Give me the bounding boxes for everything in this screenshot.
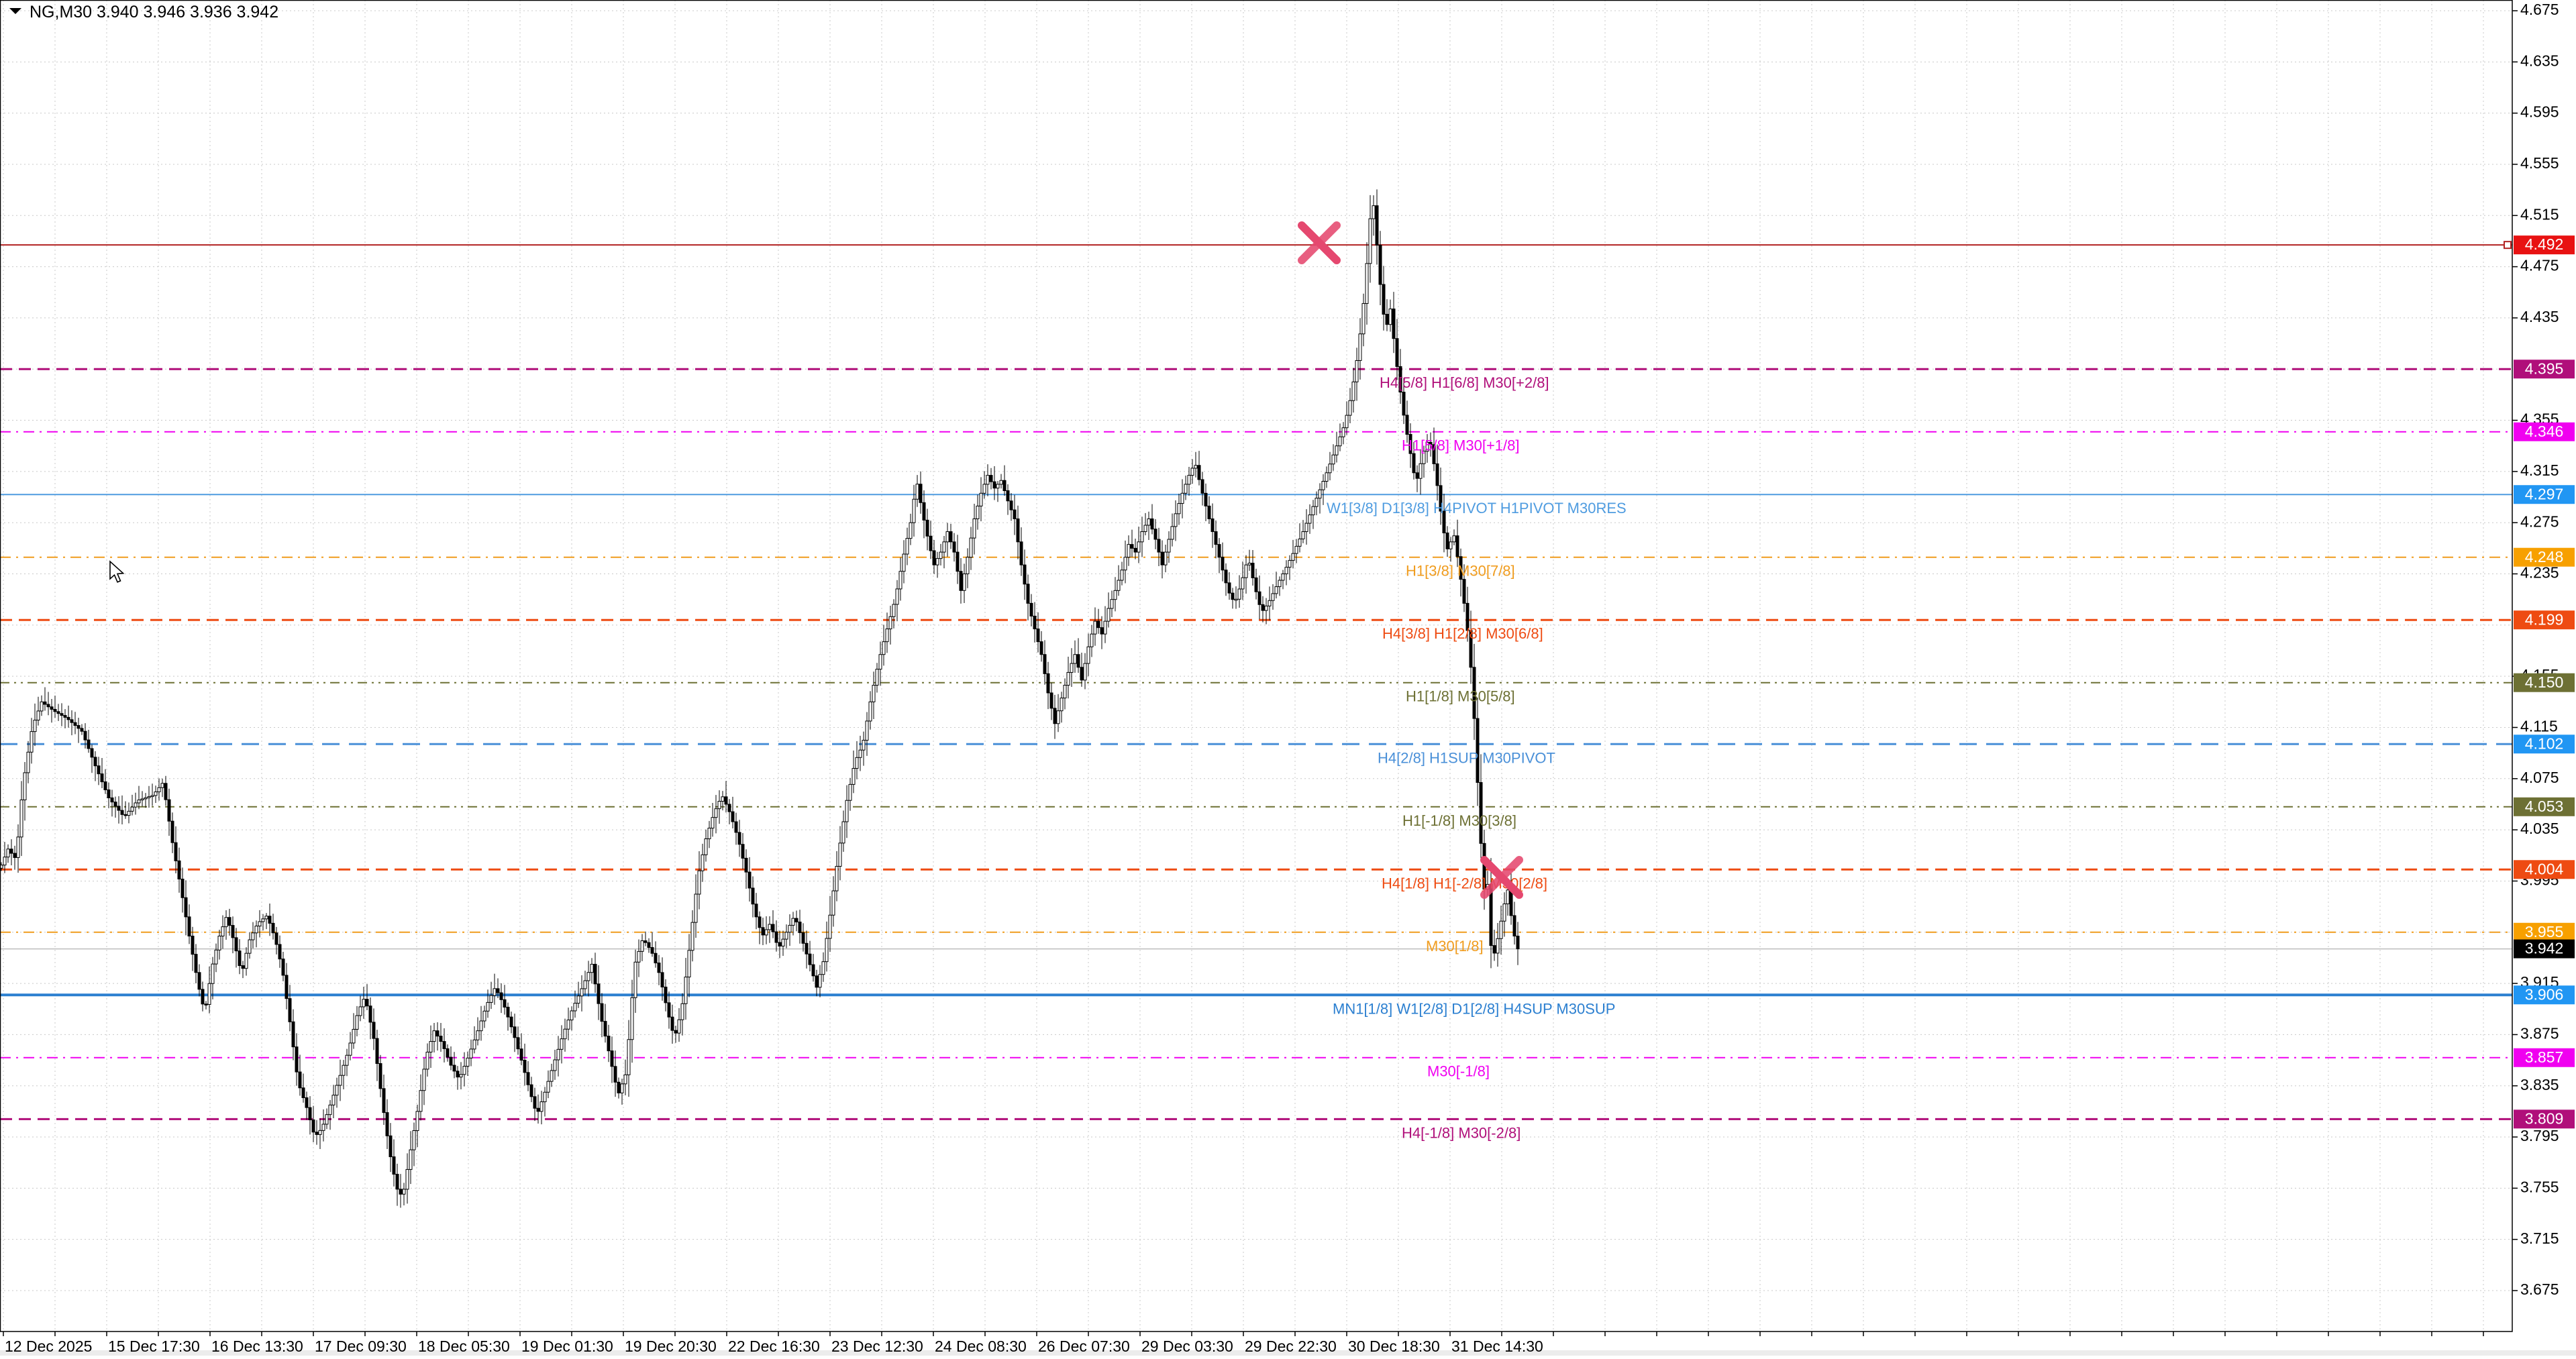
level-label-murrey-2-8[interactable]: H4[1/8] H1[-2/8] M30[2/8] <box>1382 875 1547 891</box>
level-lines-layer <box>0 241 2512 1120</box>
price-badge-label: 3.809 <box>2525 1109 2564 1127</box>
price-badge-murrey-6-8 <box>2514 610 2575 630</box>
plot-border <box>0 0 2513 1332</box>
symbol-dropdown-icon[interactable] <box>9 8 21 14</box>
time-tick-label: 15 Dec 17:30 <box>108 1338 200 1355</box>
price-badge-murrey-1-8 <box>2514 922 2575 942</box>
time-tick-label: 24 Dec 08:30 <box>935 1338 1027 1355</box>
price-tick-label: 4.115 <box>2520 718 2558 735</box>
price-badge-murrey-pivot <box>2514 735 2575 754</box>
time-tick-label: 26 Dec 07:30 <box>1038 1338 1130 1355</box>
price-badge-label: 4.053 <box>2525 798 2564 815</box>
candles <box>0 189 1520 1208</box>
current-price-badge-label: 3.942 <box>2525 940 2564 957</box>
level-line-endpoint[interactable] <box>2504 241 2512 250</box>
price-badge-murrey-7-8 <box>2514 547 2575 567</box>
price-tick-label: 3.795 <box>2520 1127 2559 1144</box>
price-badge-label: 4.004 <box>2525 860 2564 877</box>
level-label-pivot-resistance[interactable]: W1[3/8] D1[3/8] H4PIVOT H1PIVOT M30RES <box>1327 500 1627 517</box>
price-tick-label: 3.875 <box>2520 1024 2559 1042</box>
time-tick-label: 16 Dec 13:30 <box>211 1338 303 1355</box>
price-tick-label: 4.275 <box>2520 512 2559 530</box>
window-bottom-strip <box>0 1350 2576 1356</box>
price-badge-label: 4.492 <box>2525 235 2564 253</box>
price-tick-label: 3.835 <box>2520 1076 2559 1093</box>
price-tick-label: 3.755 <box>2520 1178 2559 1195</box>
time-tick-label: 22 Dec 16:30 <box>728 1338 820 1355</box>
price-badge-label: 4.199 <box>2525 610 2564 628</box>
time-tick-label: 23 Dec 12:30 <box>831 1338 923 1355</box>
level-label-murrey-pivot[interactable]: H4[2/8] H1SUP M30PIVOT <box>1378 749 1555 766</box>
price-badge-label: 4.395 <box>2525 360 2564 377</box>
price-tick-label: 4.595 <box>2520 103 2559 121</box>
sell-cross-marker-bottom[interactable] <box>1480 856 1523 899</box>
time-tick-label: 17 Dec 09:30 <box>315 1338 407 1355</box>
price-badge-label: 4.346 <box>2525 423 2564 440</box>
price-badge-murrey-minus-1-8 <box>2514 1048 2575 1067</box>
mouse-cursor <box>109 560 125 583</box>
time-tick-label: 31 Dec 14:30 <box>1451 1338 1543 1355</box>
price-badge-murrey-3-8 <box>2514 797 2575 816</box>
level-label-murrey-plus-1-8[interactable]: H1[5/8] M30[+1/8] <box>1402 437 1520 454</box>
price-axis[interactable]: 4.6754.6354.5954.5554.5154.4754.4354.355… <box>2512 1 2575 1298</box>
price-tick-label: 4.435 <box>2520 308 2559 325</box>
grid <box>0 0 2512 1331</box>
time-tick-label: 29 Dec 03:30 <box>1141 1338 1233 1355</box>
price-tick-label: 4.475 <box>2520 257 2559 274</box>
price-badge-label: 4.102 <box>2525 735 2564 752</box>
price-badge-murrey-minus-2-8 <box>2514 1109 2575 1129</box>
price-badge-label: 4.150 <box>2525 673 2564 691</box>
level-label-murrey-5-8[interactable]: H1[1/8] M30[5/8] <box>1406 688 1515 705</box>
level-label-murrey-minus-1-8[interactable]: M30[-1/8] <box>1427 1063 1490 1080</box>
price-badge-murrey-plus-1-8 <box>2514 422 2575 441</box>
price-badge-pivot-resistance <box>2514 485 2575 504</box>
price-badge-label: 4.248 <box>2525 548 2564 565</box>
level-label-murrey-7-8[interactable]: H1[3/8] M30[7/8] <box>1406 563 1515 580</box>
level-label-murrey-minus-2-8[interactable]: H4[-1/8] M30[-2/8] <box>1402 1124 1521 1141</box>
price-badge-murrey-2-8 <box>2514 860 2575 879</box>
time-tick-label: 18 Dec 05:30 <box>418 1338 510 1355</box>
price-badge-murrey-plus-2-8 <box>2514 360 2575 379</box>
price-tick-label: 4.635 <box>2520 52 2559 69</box>
current-price-badge <box>2514 939 2575 959</box>
price-tick-label: 3.675 <box>2520 1281 2559 1298</box>
level-labels-layer: H4[5/8] H1[6/8] M30[+2/8] H1[5/8] M30[+1/… <box>1327 374 1627 1141</box>
symbol-ohlc-readout: NG,M30 3.940 3.946 3.936 3.942 <box>30 3 278 21</box>
time-tick-label: 19 Dec 01:30 <box>521 1338 613 1355</box>
price-tick-label: 4.075 <box>2520 769 2559 786</box>
price-badge-support-line <box>2514 985 2575 1005</box>
level-label-murrey-1-8[interactable]: M30[1/8] <box>1426 938 1484 955</box>
price-tick-label: 3.715 <box>2520 1230 2559 1247</box>
price-tick-label: 4.675 <box>2520 1 2559 18</box>
price-badge-label: 3.857 <box>2525 1048 2564 1066</box>
price-tick-label: 4.515 <box>2520 205 2559 223</box>
price-tick-label: 4.555 <box>2520 154 2559 172</box>
time-tick-label: 12 Dec 2025 <box>5 1338 92 1355</box>
time-axis[interactable]: 12 Dec 2025 15 Dec 17:30 16 Dec 13:30 17 De… <box>0 1331 2576 1356</box>
price-tick-label: 4.035 <box>2520 820 2559 837</box>
level-label-murrey-6-8[interactable]: H4[3/8] H1[2/8] M30[6/8] <box>1382 625 1543 642</box>
price-badge-label: 3.955 <box>2525 923 2564 940</box>
price-badge-label: 4.297 <box>2525 485 2564 502</box>
level-label-support-line[interactable]: MN1[1/8] W1[2/8] D1[2/8] H4SUP M30SUP <box>1333 1000 1615 1017</box>
time-tick-label: 29 Dec 22:30 <box>1245 1338 1337 1355</box>
chart-header: NG,M30 3.940 3.946 3.936 3.942 <box>9 3 278 21</box>
level-label-murrey-3-8[interactable]: H1[-1/8] M30[3/8] <box>1402 812 1516 829</box>
price-badge-sell-signal-line <box>2514 235 2575 255</box>
sell-cross-marker-top[interactable] <box>1298 221 1341 264</box>
price-tick-label: 4.315 <box>2520 461 2559 479</box>
level-label-murrey-plus-2-8[interactable]: H4[5/8] H1[6/8] M30[+2/8] <box>1380 374 1549 391</box>
price-badge-murrey-5-8 <box>2514 673 2575 692</box>
price-badge-label: 3.906 <box>2525 985 2564 1003</box>
price-tick-label: 4.235 <box>2520 564 2559 582</box>
time-tick-label: 19 Dec 20:30 <box>625 1338 717 1355</box>
time-tick-label: 30 Dec 18:30 <box>1348 1338 1440 1355</box>
